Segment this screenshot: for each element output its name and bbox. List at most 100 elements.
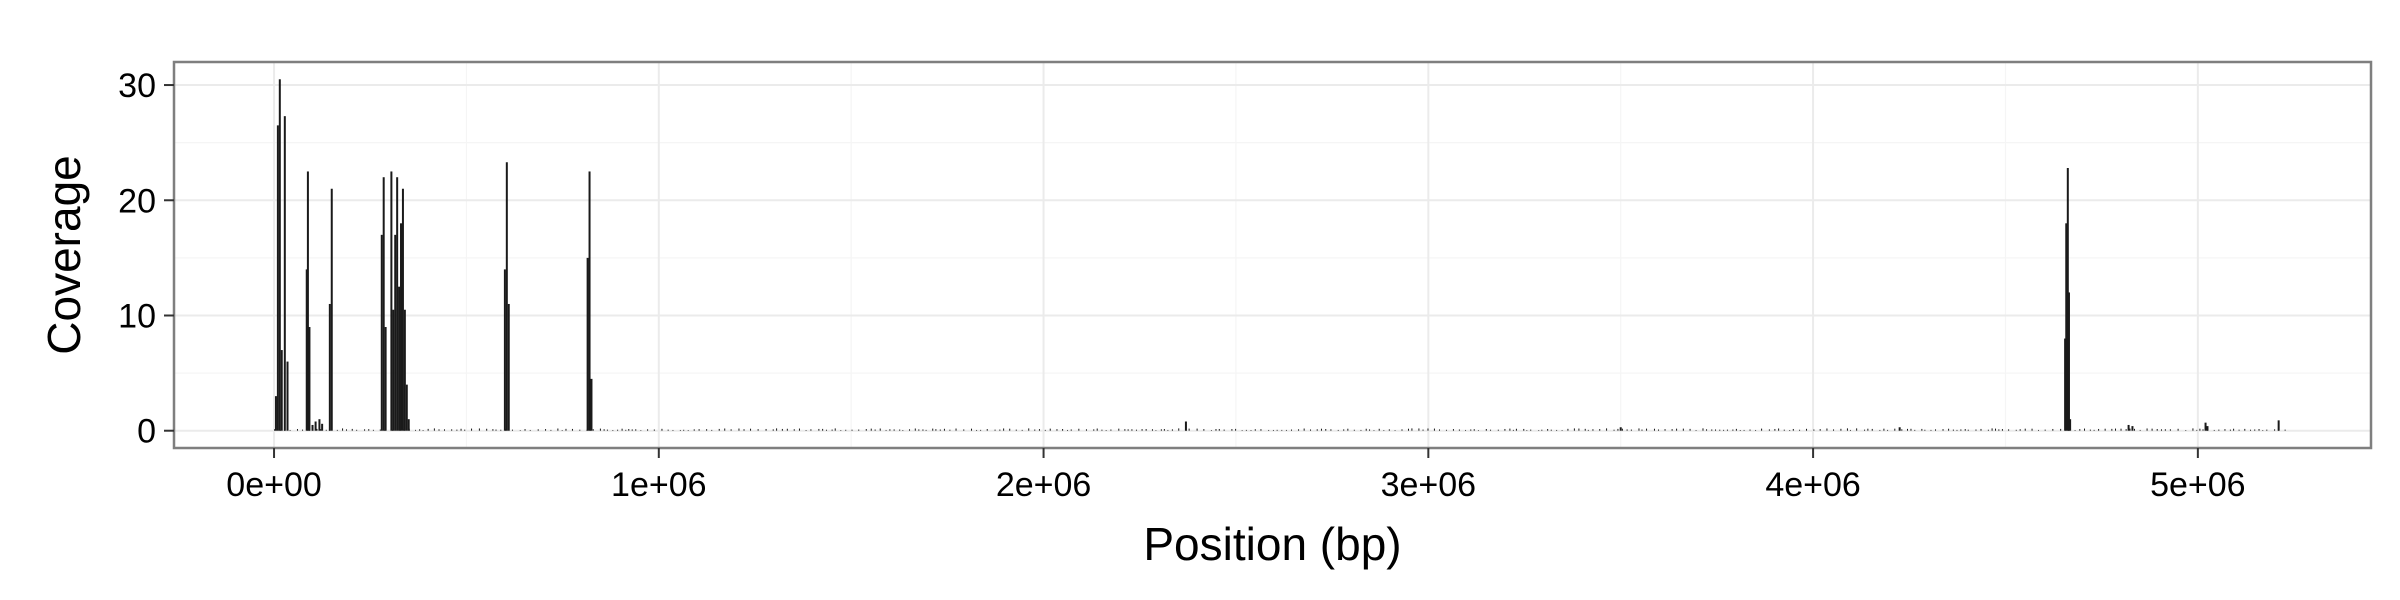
coverage-bar	[390, 171, 393, 431]
baseline-noise-mark	[818, 428, 820, 431]
baseline-noise-mark	[1388, 429, 1390, 431]
baseline-noise-mark	[1070, 429, 1072, 431]
y-tick-label: 20	[118, 182, 156, 220]
baseline-noise-mark	[443, 429, 445, 431]
coverage-bar	[2064, 338, 2067, 431]
baseline-noise-mark	[1592, 429, 1594, 431]
baseline-noise-mark	[1093, 429, 1095, 431]
baseline-noise-mark	[1485, 428, 1487, 431]
baseline-noise-mark	[1948, 428, 1950, 431]
baseline-noise-mark	[545, 429, 547, 431]
baseline-noise-mark	[2196, 429, 2198, 431]
baseline-noise-mark	[2052, 428, 2054, 431]
baseline-noise-mark	[2250, 429, 2252, 431]
baseline-noise-mark	[1806, 428, 1808, 431]
baseline-noise-mark	[939, 429, 941, 431]
baseline-noise-mark	[1260, 429, 1262, 431]
baseline-noise-mark	[772, 429, 774, 431]
baseline-noise-mark	[1009, 428, 1011, 431]
baseline-noise-mark	[1281, 429, 1283, 431]
baseline-noise-mark	[2160, 429, 2162, 431]
baseline-noise-mark	[851, 429, 853, 431]
baseline-noise-mark	[599, 428, 601, 431]
plot-panel-border	[172, 60, 2373, 450]
baseline-noise-mark	[2060, 428, 2062, 431]
baseline-noise-mark	[963, 429, 965, 431]
coverage-bar	[276, 125, 279, 431]
baseline-noise-mark	[342, 428, 344, 431]
baseline-noise-mark	[1930, 429, 1932, 431]
baseline-noise-mark	[1477, 430, 1479, 431]
baseline-noise-mark	[1952, 429, 1954, 431]
baseline-noise-mark	[565, 428, 567, 431]
baseline-noise-mark	[757, 429, 759, 431]
baseline-noise-mark	[1732, 429, 1734, 431]
baseline-noise-mark	[1231, 429, 1233, 431]
baseline-noise-mark	[889, 429, 891, 431]
baseline-noise-mark	[1298, 429, 1300, 431]
coverage-bar	[280, 350, 283, 431]
baseline-noise-mark	[325, 429, 327, 431]
coverage-bar	[274, 396, 277, 431]
baseline-noise-mark	[1067, 429, 1069, 431]
baseline-noise-mark	[631, 429, 633, 431]
baseline-noise-mark	[1638, 428, 1640, 431]
x-tick-label: 3e+06	[1381, 466, 1477, 504]
baseline-noise-mark	[2008, 429, 2010, 431]
baseline-noise-mark	[1215, 429, 1217, 431]
baseline-noise-mark	[2218, 429, 2220, 431]
baseline-noise-mark	[1526, 430, 1528, 431]
baseline-noise-mark	[302, 429, 304, 431]
baseline-noise-mark	[1967, 429, 1969, 431]
baseline-noise-mark	[364, 429, 366, 431]
baseline-noise-mark	[1864, 429, 1866, 431]
baseline-noise-mark	[2164, 429, 2166, 431]
baseline-noise-mark	[1856, 428, 1858, 431]
baseline-noise-mark	[2093, 429, 2095, 431]
baseline-noise-mark	[2244, 428, 2246, 431]
baseline-noise-mark	[1910, 428, 1912, 431]
baseline-noise-mark	[1101, 429, 1103, 431]
baseline-noise-mark	[486, 428, 488, 431]
baseline-noise-mark	[949, 429, 951, 431]
baseline-noise-mark	[1411, 428, 1413, 431]
baseline-noise-mark	[1320, 428, 1322, 431]
baseline-noise-mark	[2192, 428, 2194, 431]
baseline-noise-mark	[2133, 428, 2135, 431]
baseline-noise-mark	[687, 430, 689, 431]
baseline-noise-mark	[1127, 429, 1129, 431]
baseline-noise-mark	[456, 429, 458, 431]
baseline-noise-mark	[718, 428, 720, 431]
baseline-noise-mark	[1819, 429, 1821, 431]
baseline-noise-mark	[893, 429, 895, 431]
baseline-noise-mark	[793, 429, 795, 431]
baseline-noise-mark	[1980, 428, 1982, 431]
baseline-noise-mark	[1789, 429, 1791, 431]
baseline-noise-mark	[1407, 428, 1409, 431]
baseline-noise-mark	[346, 429, 348, 431]
baseline-noise-mark	[2177, 428, 2179, 431]
coverage-bar	[396, 177, 399, 431]
baseline-noise-mark	[1799, 429, 1801, 431]
baseline-noise-mark	[1530, 429, 1532, 431]
baseline-noise-mark	[1783, 429, 1785, 431]
baseline-noise-mark	[1849, 429, 1851, 431]
baseline-noise-mark	[625, 429, 627, 431]
coverage-bar	[311, 424, 314, 431]
baseline-noise-mark	[925, 429, 927, 431]
baseline-noise-mark	[1028, 428, 1030, 431]
baseline-noise-mark	[1641, 429, 1643, 431]
baseline-noise-mark	[557, 428, 559, 431]
baseline-noise-mark	[316, 428, 318, 431]
baseline-noise-mark	[1401, 429, 1403, 431]
baseline-noise-mark	[427, 428, 429, 431]
baseline-noise-mark	[1792, 428, 1794, 431]
baseline-noise-mark	[422, 430, 424, 431]
baseline-noise-mark	[2262, 430, 2264, 431]
baseline-noise-mark	[798, 428, 800, 431]
baseline-noise-mark	[1394, 430, 1396, 431]
baseline-noise-mark	[1606, 428, 1608, 431]
baseline-noise-mark	[1774, 428, 1776, 431]
baseline-noise-mark	[1587, 429, 1589, 431]
